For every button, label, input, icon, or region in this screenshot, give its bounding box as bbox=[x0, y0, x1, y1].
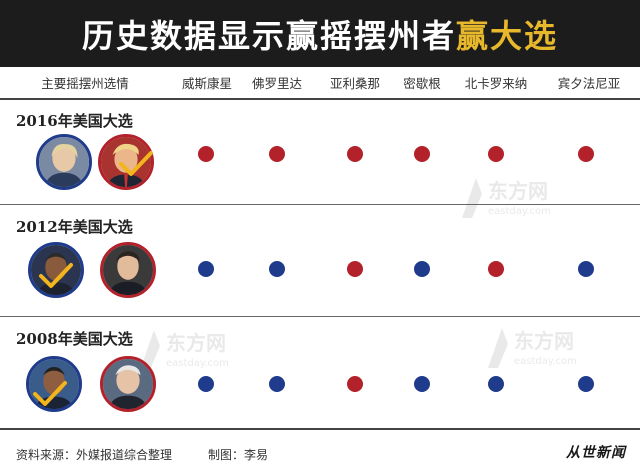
title-main-text: 历史数据显示赢摇摆州者 bbox=[81, 16, 456, 55]
result-dot-dem bbox=[578, 376, 594, 392]
candidate-avatar-rep-2016 bbox=[98, 134, 154, 190]
result-dot-dem bbox=[578, 261, 594, 277]
column-header-state: 佛罗里达 bbox=[251, 76, 302, 91]
result-dot-rep bbox=[488, 146, 504, 162]
header-banner: 历史数据显示赢摇摆州者赢大选 bbox=[0, 0, 640, 67]
eastday-watermark-logo: 东方网 eastday.com bbox=[140, 330, 229, 370]
column-header-state: 北卡罗来纳 bbox=[464, 76, 528, 91]
result-dot-dem bbox=[269, 376, 285, 392]
page-title: 历史数据显示赢摇摆州者赢大选 bbox=[82, 11, 558, 57]
eastday-watermark: 东方网 eastday.com bbox=[452, 168, 562, 226]
result-dot-rep bbox=[269, 146, 285, 162]
candidate-portrait-icon bbox=[31, 245, 81, 295]
watermark-en-text: eastday.com bbox=[166, 358, 229, 369]
row-divider bbox=[0, 316, 640, 317]
checkmark-icon bbox=[39, 263, 73, 288]
result-dot-dem bbox=[414, 376, 430, 392]
candidate-avatar-rep-2008 bbox=[100, 356, 156, 412]
result-dot-rep bbox=[198, 146, 214, 162]
election-year-label: 2008年美国大选 bbox=[16, 330, 133, 348]
result-dot-dem bbox=[488, 376, 504, 392]
watermark-cn-text: 东方网 bbox=[166, 331, 226, 355]
checkmark-icon bbox=[119, 151, 153, 176]
title-accent-text: 赢大选 bbox=[456, 16, 559, 55]
result-dot-dem bbox=[198, 261, 214, 277]
election-year-label: 2012年美国大选 bbox=[16, 218, 133, 236]
column-header-election: 主要摇摆州选情 bbox=[41, 76, 129, 91]
column-header-state: 威斯康星 bbox=[181, 76, 232, 91]
column-header-row: 主要摇摆州选情 威斯康星 佛罗里达 亚利桑那 密歇根 北卡罗来纳 宾夕法尼亚 bbox=[0, 70, 640, 98]
result-dot-rep bbox=[347, 261, 363, 277]
candidate-avatar-dem-2016 bbox=[36, 134, 92, 190]
result-dot-rep bbox=[347, 146, 363, 162]
candidate-avatar-dem-2012 bbox=[28, 242, 84, 298]
watermark-cn-text: 东方网 bbox=[488, 179, 548, 203]
watermark-cn-text: 东方网 bbox=[514, 329, 574, 353]
candidate-portrait-icon bbox=[101, 137, 151, 187]
column-header-state: 宾夕法尼亚 bbox=[557, 76, 621, 91]
brand-logo: 从世新闻 bbox=[566, 445, 626, 461]
result-dot-rep bbox=[414, 146, 430, 162]
candidate-avatar-dem-2008 bbox=[26, 356, 82, 412]
checkmark-icon bbox=[33, 381, 67, 406]
column-header-state: 密歇根 bbox=[403, 76, 441, 91]
footer: 资料来源：外媒报道综合整理 制图：李易 bbox=[0, 440, 640, 468]
candidate-portrait-icon bbox=[39, 137, 89, 187]
candidate-portrait-icon bbox=[103, 359, 153, 409]
row-divider bbox=[0, 428, 640, 430]
result-dot-dem bbox=[269, 261, 285, 277]
row-divider bbox=[0, 204, 640, 205]
candidate-portrait-icon bbox=[29, 359, 79, 409]
watermark-en-text: eastday.com bbox=[488, 206, 551, 217]
eastday-watermark-logo: 东方网 eastday.com bbox=[488, 328, 577, 368]
result-dot-dem bbox=[414, 261, 430, 277]
result-dot-rep bbox=[488, 261, 504, 277]
watermark-en-text: eastday.com bbox=[514, 356, 577, 367]
candidate-portrait-icon bbox=[103, 245, 153, 295]
credit-text: 制图：李易 bbox=[208, 447, 269, 462]
winner-check-icon bbox=[118, 150, 154, 178]
result-dot-rep bbox=[578, 146, 594, 162]
election-year-label: 2016年美国大选 bbox=[16, 112, 133, 130]
eastday-watermark: 东方网 eastday.com bbox=[130, 320, 240, 378]
row-divider bbox=[0, 98, 640, 100]
result-dot-rep bbox=[347, 376, 363, 392]
winner-check-icon bbox=[32, 380, 68, 408]
winner-check-icon bbox=[38, 262, 74, 290]
eastday-watermark-logo: 东方网 eastday.com bbox=[462, 178, 551, 218]
eastday-watermark: 东方网 eastday.com bbox=[478, 318, 588, 376]
column-header-state: 亚利桑那 bbox=[329, 76, 380, 91]
candidate-avatar-rep-2012 bbox=[100, 242, 156, 298]
result-dot-dem bbox=[198, 376, 214, 392]
source-text: 资料来源：外媒报道综合整理 bbox=[16, 447, 173, 462]
